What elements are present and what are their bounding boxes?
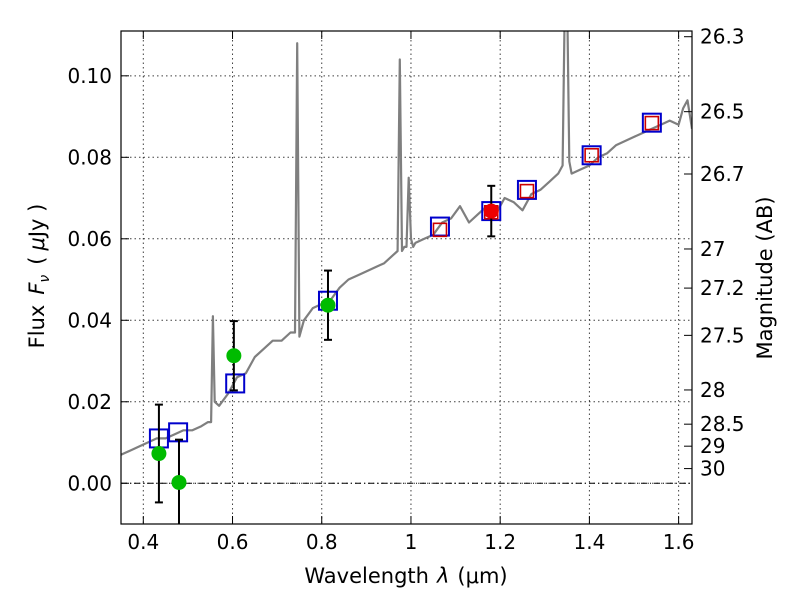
red-circle-marker	[483, 203, 499, 219]
y-tick-label: 0.10	[67, 64, 112, 88]
green-circle-marker	[171, 474, 187, 490]
green-circle-marker	[151, 446, 167, 462]
y2-tick-label: 27	[700, 237, 725, 261]
plot-frame	[120, 30, 693, 525]
blue-square-marker	[581, 145, 602, 166]
y-axis-unit-open: (	[25, 257, 49, 265]
x-tick-label: 0.6	[217, 530, 249, 554]
y-tick-label: 0.08	[67, 145, 112, 169]
blue-square-marker	[225, 373, 246, 394]
x-tick-label: 1.4	[573, 530, 605, 554]
y2-tick-label: 26.7	[700, 162, 745, 186]
x-axis-lambda: λ	[436, 564, 449, 588]
x-axis-title-word: Wavelength	[304, 564, 429, 588]
y-tick-label: 0.04	[67, 308, 112, 332]
x-tick-label: 1.6	[663, 530, 695, 554]
y-axis-nu-subscript: ν	[37, 275, 53, 283]
y2-axis-title: Magnitude (AB)	[753, 196, 777, 359]
y2-tick-label: 26.3	[700, 25, 745, 49]
x-tick-label: 1	[405, 530, 418, 554]
green-circle-marker	[320, 297, 336, 313]
blue-square-marker	[516, 179, 537, 200]
red-square-marker	[584, 147, 599, 163]
y2-tick-label: 28	[700, 378, 725, 402]
y2-tick-label: 30	[700, 457, 725, 481]
x-axis-title: Wavelength λ (μm)	[304, 564, 507, 588]
y-axis-unit-mu: μ	[25, 237, 49, 251]
y-tick-label: 0.06	[67, 227, 112, 251]
y2-tick-label: 27.5	[700, 323, 745, 347]
x-tick-label: 0.4	[127, 530, 159, 554]
y2-tick-label: 28.5	[700, 412, 745, 436]
series-optical-detections	[151, 269, 336, 524]
y-tick-label: 0.00	[67, 471, 112, 495]
y-axis-title: Flux Fν ( μJy )	[25, 204, 53, 349]
x-tick-label: 0.8	[306, 530, 338, 554]
axes: 0.4 0.6 0.8 1 1.2 1.4 1.6 0.00 0.02 0.04 0.06 0.08 0…	[67, 25, 744, 554]
series-model-spectrum	[121, 31, 692, 456]
y2-tick-label: 29	[700, 434, 725, 458]
y-axis-unit-rest: Jy )	[25, 204, 49, 240]
blue-square-marker	[641, 112, 662, 133]
x-axis-unit: (μm)	[457, 564, 507, 588]
y-axis-flux-symbol: F	[25, 282, 49, 295]
y-tick-label: 0.02	[67, 390, 112, 414]
series-nir-detection	[483, 184, 499, 238]
red-square-marker	[432, 222, 448, 238]
y2-tick-label: 27.2	[700, 276, 745, 300]
y2-tick-label: 26.5	[700, 100, 745, 124]
red-square-marker	[519, 183, 535, 199]
x-tick-label: 1.2	[484, 530, 516, 554]
grid-layer	[121, 31, 692, 524]
green-circle-marker	[226, 348, 242, 364]
plot-area	[121, 31, 692, 524]
spectrum-line	[121, 31, 692, 456]
red-square-marker	[644, 115, 660, 131]
y-axis-title-word: Flux	[25, 305, 49, 349]
